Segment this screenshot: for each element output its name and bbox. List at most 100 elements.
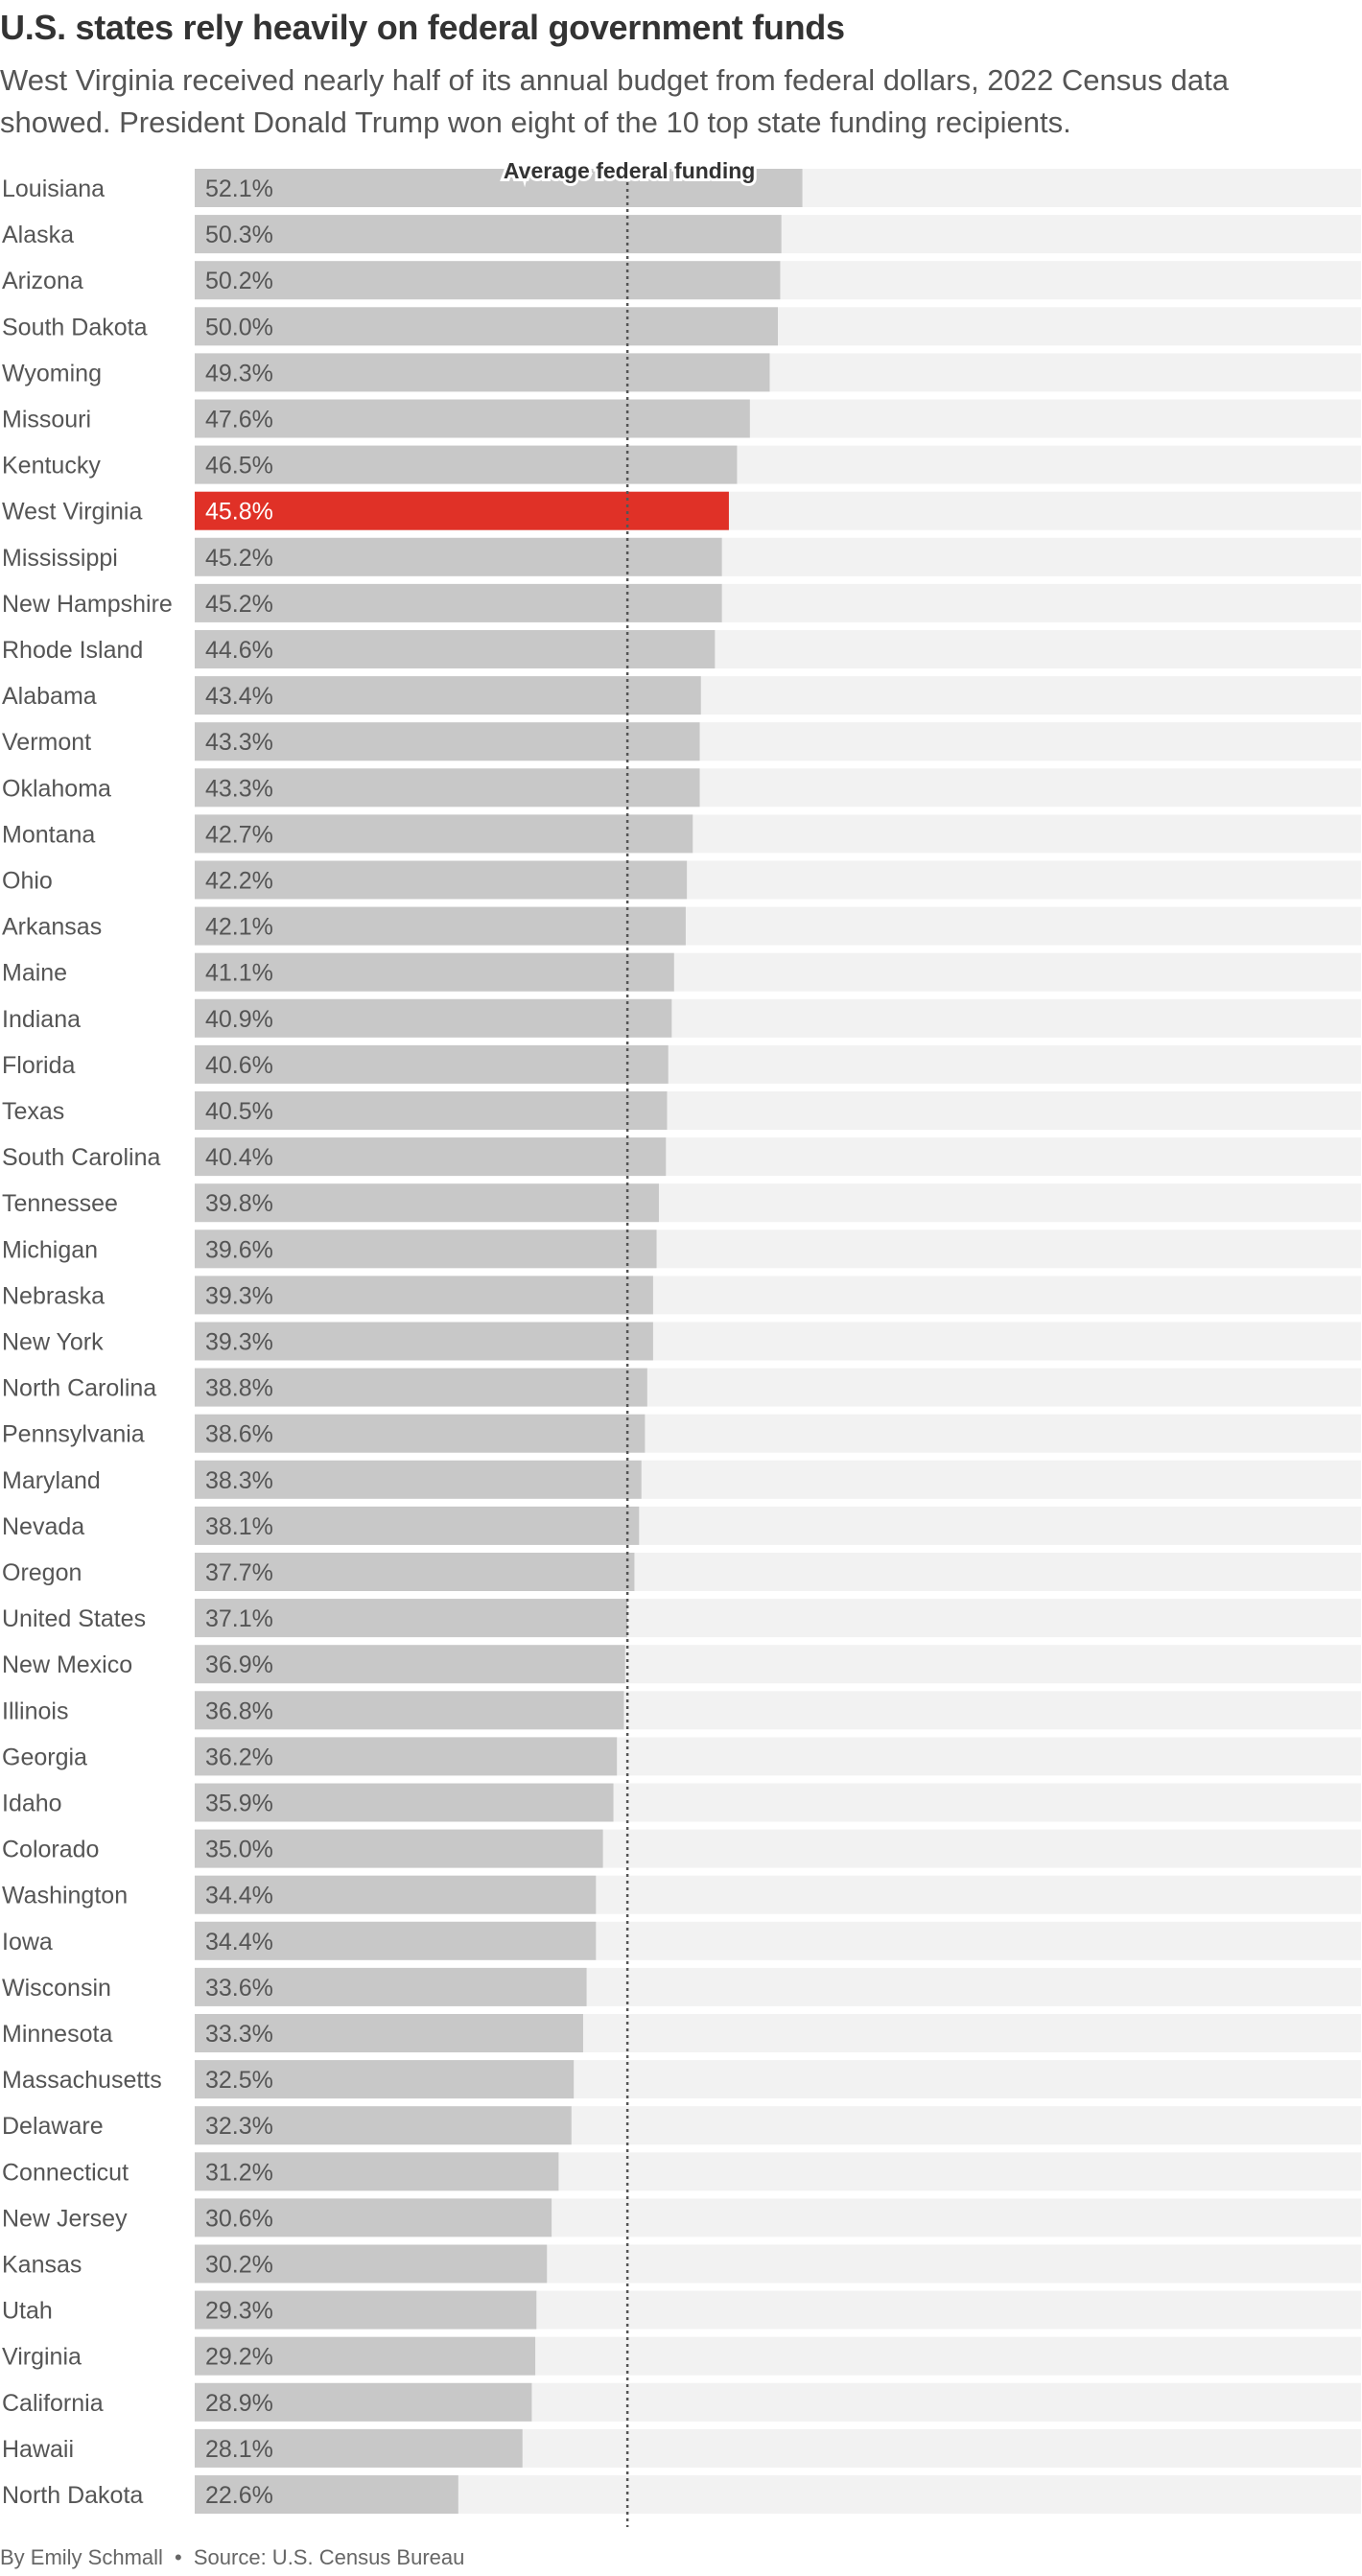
row-label-rhode-island: Rhode Island: [2, 637, 143, 664]
row-label-arizona: Arizona: [2, 268, 83, 294]
value-label-mississippi: 45.2%: [205, 545, 273, 572]
row-label-florida: Florida: [2, 1052, 76, 1079]
bar-mississippi: [195, 537, 722, 576]
value-label-maine: 41.1%: [205, 960, 273, 987]
value-label-south-dakota: 50.0%: [205, 314, 273, 340]
bar-minnesota: [195, 2014, 583, 2052]
row-label-iowa: Iowa: [2, 1929, 53, 1955]
value-label-nevada: 38.1%: [205, 1513, 273, 1540]
row-label-utah: Utah: [2, 2298, 53, 2325]
bar-nevada: [195, 1506, 640, 1545]
value-label-vermont: 43.3%: [205, 729, 273, 756]
value-label-minnesota: 33.3%: [205, 2021, 273, 2048]
row-label-massachusetts: Massachusetts: [2, 2067, 162, 2094]
value-label-idaho: 35.9%: [205, 1791, 273, 1817]
bars: [195, 169, 803, 2514]
bar-louisiana: [195, 169, 803, 207]
value-label-kentucky: 46.5%: [205, 453, 273, 480]
value-label-oklahoma: 43.3%: [205, 775, 273, 802]
row-label-idaho: Idaho: [2, 1791, 62, 1817]
value-label-wisconsin: 33.6%: [205, 1975, 273, 2002]
row-label-tennessee: Tennessee: [2, 1190, 118, 1217]
row-label-alabama: Alabama: [2, 683, 97, 710]
row-label-indiana: Indiana: [2, 1006, 81, 1033]
value-label-texas: 40.5%: [205, 1098, 273, 1125]
value-label-ohio: 42.2%: [205, 868, 273, 895]
row-label-colorado: Colorado: [2, 1837, 99, 1863]
row-label-alaska: Alaska: [2, 222, 74, 248]
row-label-mississippi: Mississippi: [2, 545, 118, 572]
row-label-south-carolina: South Carolina: [2, 1144, 160, 1171]
bar-indiana: [195, 998, 672, 1038]
bar-tennessee: [195, 1183, 659, 1223]
bar-texas: [195, 1091, 668, 1130]
bar-montana: [195, 814, 693, 854]
row-label-texas: Texas: [2, 1098, 64, 1125]
value-label-new-mexico: 36.9%: [205, 1651, 273, 1678]
value-label-kansas: 30.2%: [205, 2252, 273, 2279]
value-label-virginia: 29.2%: [205, 2344, 273, 2371]
footer-separator: •: [175, 2545, 182, 2569]
value-labels: 52.1% 50.3% 50.2% 50.0% 49.3% 47.6% 46.5% 45.8%…: [205, 176, 273, 2509]
bar-wisconsin: [195, 1967, 587, 2006]
average-reference-label: Average federal funding: [504, 158, 755, 183]
value-label-oregon: 37.7%: [205, 1559, 273, 1586]
bar-connecticut: [195, 2152, 559, 2191]
bar-rhode-island: [195, 630, 716, 668]
row-label-ohio: Ohio: [2, 868, 53, 895]
row-label-new-york: New York: [2, 1329, 104, 1356]
bar-new-jersey: [195, 2198, 552, 2237]
bar-vermont: [195, 722, 700, 761]
source-note: Source: U.S. Census Bureau: [193, 2545, 465, 2569]
bar-kansas: [195, 2244, 548, 2283]
value-label-delaware: 32.3%: [205, 2113, 273, 2140]
row-label-north-dakota: North Dakota: [2, 2482, 143, 2509]
bar-iowa: [195, 1921, 597, 1960]
bar-nebraska: [195, 1276, 653, 1315]
value-label-arizona: 50.2%: [205, 268, 273, 294]
value-label-arkansas: 42.1%: [205, 914, 273, 941]
bar-kentucky: [195, 445, 738, 484]
value-label-colorado: 35.0%: [205, 1837, 273, 1863]
row-label-kansas: Kansas: [2, 2252, 82, 2279]
row-label-hawaii: Hawaii: [2, 2436, 74, 2463]
value-label-montana: 42.7%: [205, 821, 273, 848]
value-label-nebraska: 39.3%: [205, 1282, 273, 1309]
row-label-kentucky: Kentucky: [2, 453, 101, 480]
value-label-rhode-island: 44.6%: [205, 637, 273, 664]
row-label-georgia: Georgia: [2, 1744, 87, 1770]
value-label-north-carolina: 38.8%: [205, 1375, 273, 1402]
value-label-pennsylvania: 38.6%: [205, 1421, 273, 1448]
bar-georgia: [195, 1737, 618, 1776]
value-label-massachusetts: 32.5%: [205, 2067, 273, 2094]
value-label-utah: 29.3%: [205, 2298, 273, 2325]
bar-missouri: [195, 399, 750, 438]
row-label-illinois: Illinois: [2, 1698, 68, 1724]
row-label-west-virginia: West Virginia: [2, 499, 142, 526]
row-label-maryland: Maryland: [2, 1467, 101, 1494]
bar-north-carolina: [195, 1368, 647, 1407]
row-label-north-carolina: North Carolina: [2, 1375, 156, 1402]
bar-south-dakota: [195, 307, 778, 346]
bar-virginia: [195, 2336, 536, 2376]
bar-oklahoma: [195, 768, 700, 808]
row-label-new-jersey: New Jersey: [2, 2205, 128, 2232]
value-label-iowa: 34.4%: [205, 1929, 273, 1955]
row-label-louisiana: Louisiana: [2, 176, 105, 202]
chart-title: U.S. states rely heavily on federal gove…: [0, 8, 845, 47]
value-label-hawaii: 28.1%: [205, 2436, 273, 2463]
value-label-louisiana: 52.1%: [205, 176, 273, 202]
row-label-connecticut: Connecticut: [2, 2159, 129, 2186]
bar-new-hampshire: [195, 583, 722, 622]
value-label-wyoming: 49.3%: [205, 360, 273, 386]
value-label-new-hampshire: 45.2%: [205, 591, 273, 618]
bar-alaska: [195, 215, 782, 254]
row-label-new-hampshire: New Hampshire: [2, 591, 173, 618]
value-label-illinois: 36.8%: [205, 1698, 273, 1724]
row-label-oklahoma: Oklahoma: [2, 775, 111, 802]
bar-new-mexico: [195, 1645, 625, 1684]
value-label-new-jersey: 30.6%: [205, 2205, 273, 2232]
bar-maryland: [195, 1460, 642, 1499]
byline: By Emily Schmall: [0, 2545, 163, 2569]
